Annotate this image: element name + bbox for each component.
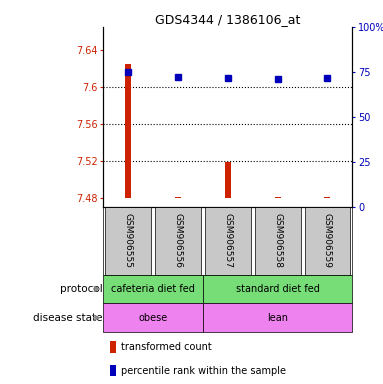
Bar: [103, 275, 203, 303]
Text: protocol: protocol: [60, 284, 102, 294]
Bar: [324, 197, 331, 198]
Text: GSM906558: GSM906558: [273, 213, 282, 268]
Bar: [225, 162, 231, 198]
Bar: [203, 303, 352, 332]
Bar: [175, 197, 181, 198]
Text: percentile rank within the sample: percentile rank within the sample: [121, 366, 286, 376]
Text: GSM906556: GSM906556: [173, 213, 183, 268]
Bar: [125, 64, 131, 198]
Bar: [110, 365, 116, 376]
Text: lean: lean: [267, 313, 288, 323]
Text: standard diet fed: standard diet fed: [236, 284, 319, 294]
Bar: [275, 197, 281, 198]
Text: cafeteria diet fed: cafeteria diet fed: [111, 284, 195, 294]
Text: transformed count: transformed count: [121, 342, 212, 352]
Bar: [255, 207, 301, 275]
Text: GSM906559: GSM906559: [323, 213, 332, 268]
Bar: [205, 207, 251, 275]
Title: GDS4344 / 1386106_at: GDS4344 / 1386106_at: [155, 13, 301, 26]
Bar: [304, 207, 350, 275]
Bar: [105, 207, 151, 275]
Text: GSM906557: GSM906557: [223, 213, 232, 268]
Bar: [203, 275, 352, 303]
Text: GSM906555: GSM906555: [124, 213, 133, 268]
Bar: [103, 303, 203, 332]
Text: disease state: disease state: [33, 313, 102, 323]
Text: obese: obese: [139, 313, 168, 323]
Bar: [155, 207, 201, 275]
Bar: [110, 341, 116, 353]
